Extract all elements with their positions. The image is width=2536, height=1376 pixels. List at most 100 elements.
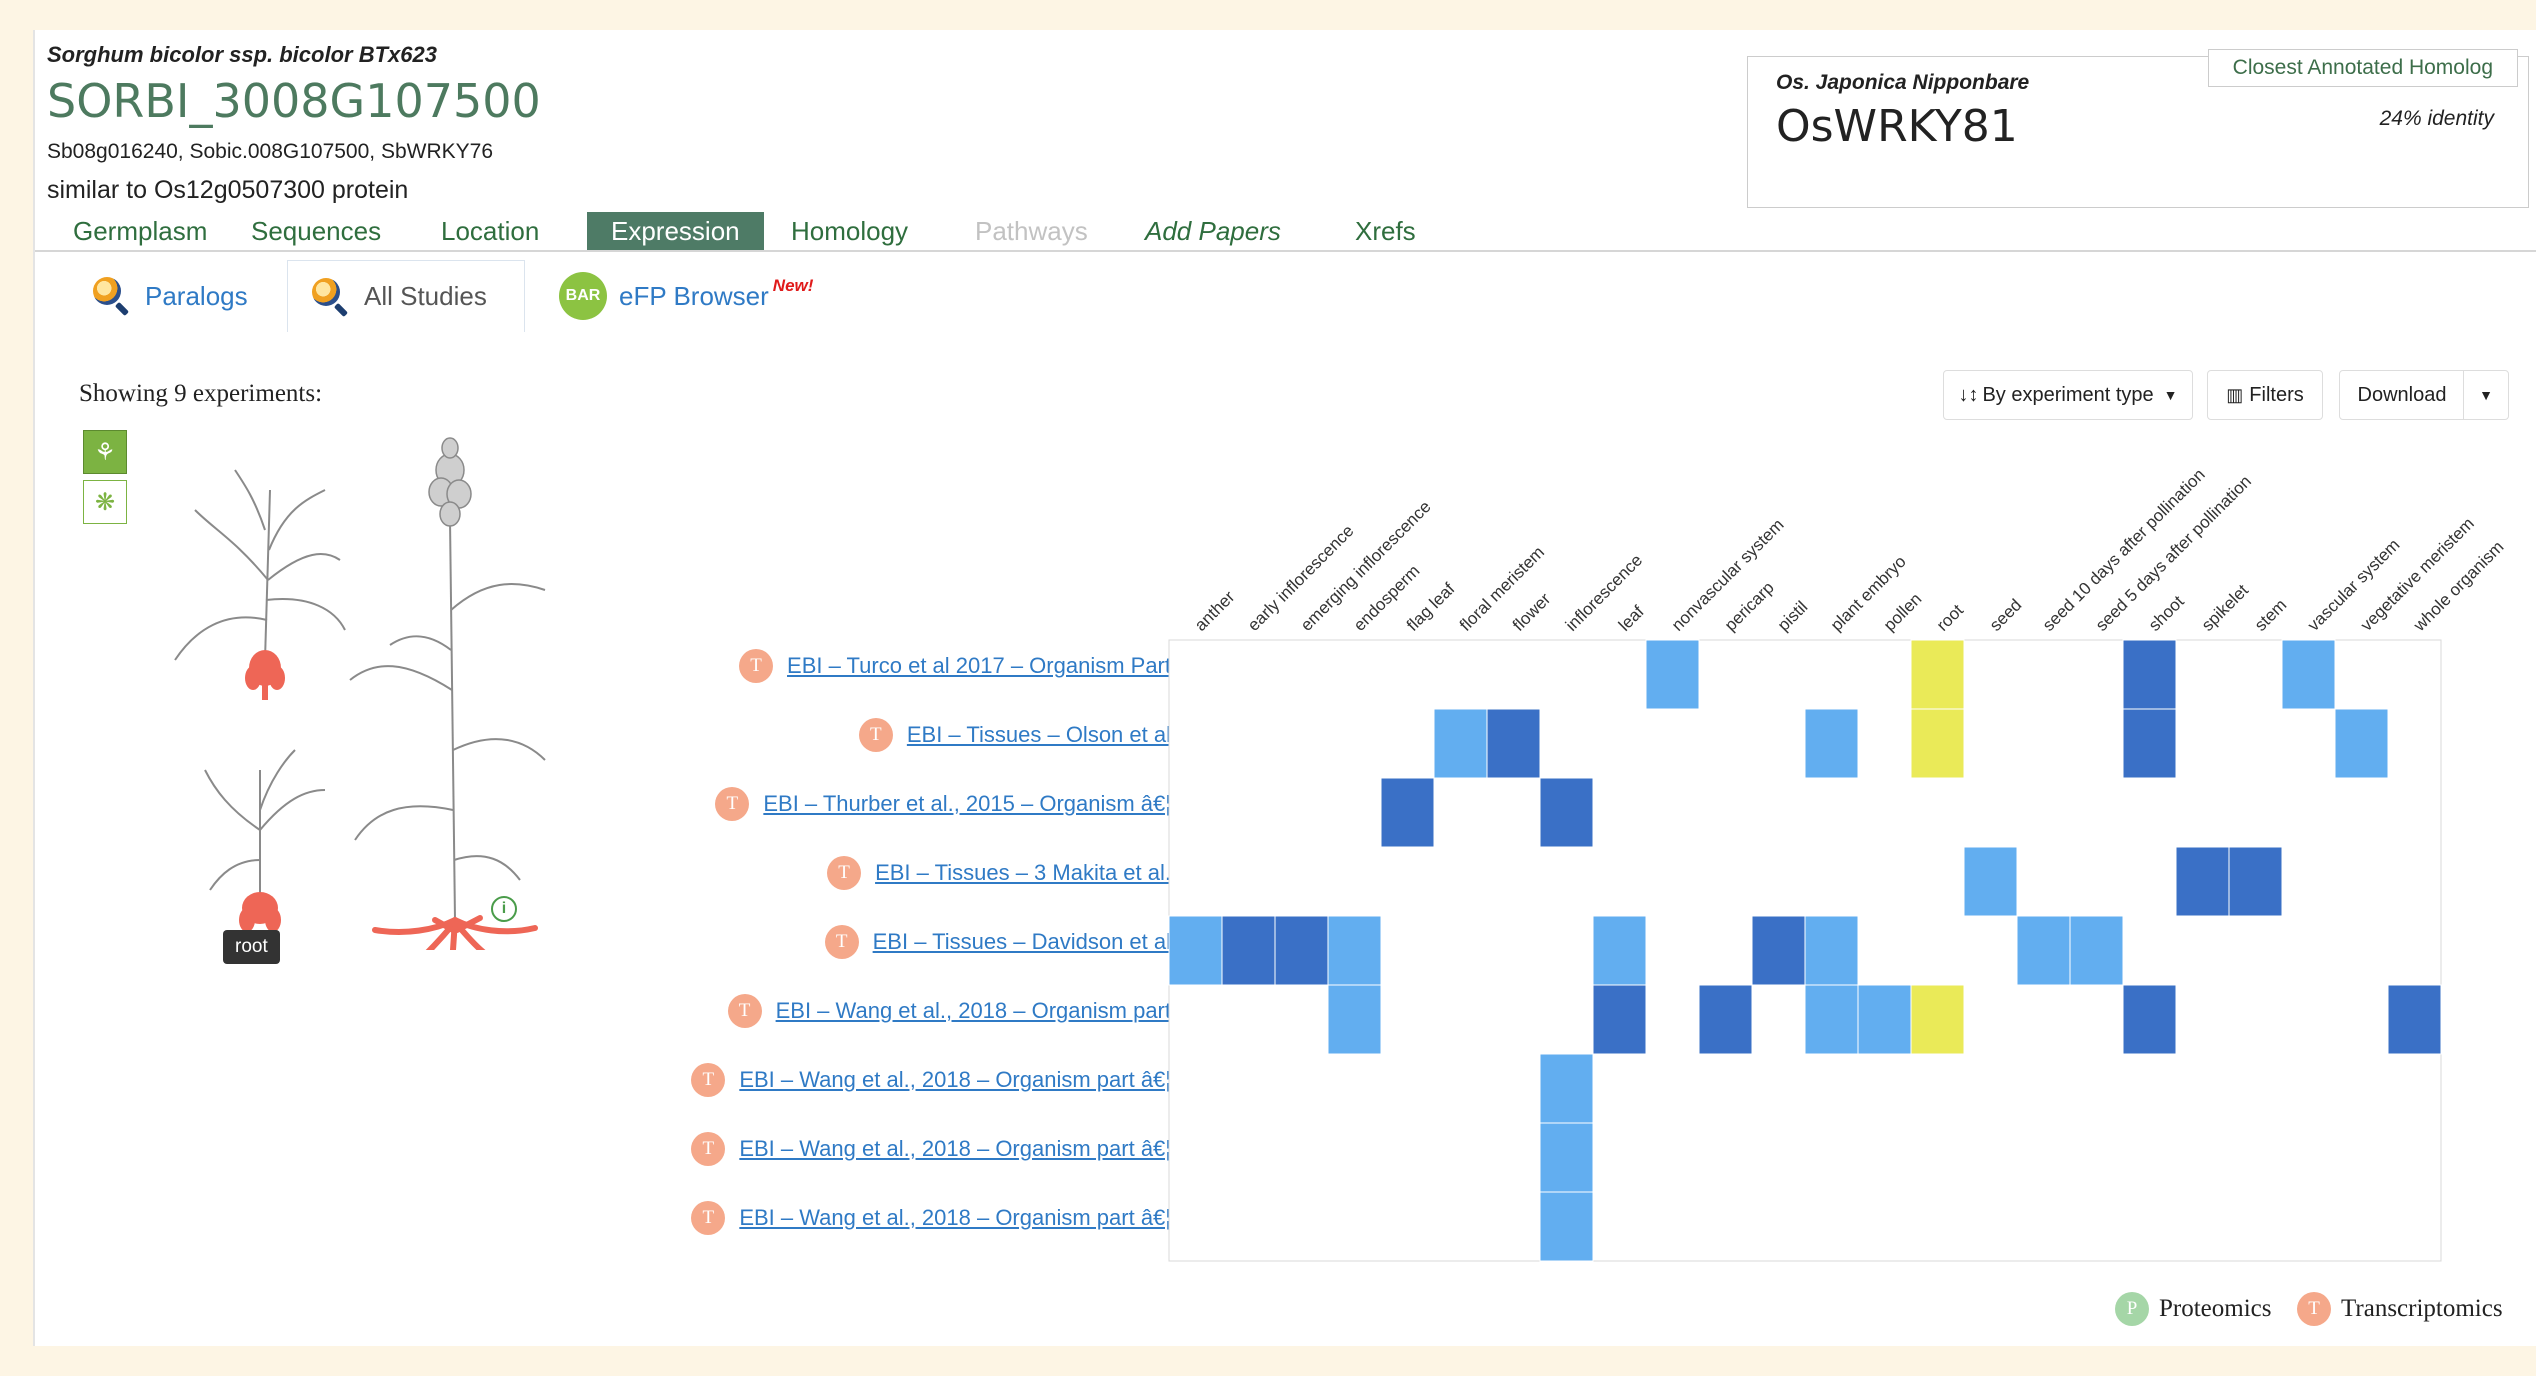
heatmap-cell[interactable] xyxy=(2175,846,2230,917)
tissue-tooltip: root xyxy=(223,930,280,964)
tissue-column-label[interactable]: flower xyxy=(1509,589,1555,635)
tissue-column-label[interactable]: flag leaf xyxy=(1403,579,1459,635)
heatmap-cell[interactable] xyxy=(1963,846,2018,917)
info-icon[interactable]: i xyxy=(491,896,517,922)
plant-mature[interactable] xyxy=(349,519,546,921)
subtab-all-studies-label: All Studies xyxy=(364,281,487,311)
heatmap-cell[interactable] xyxy=(1857,984,1912,1055)
tab-location[interactable]: Location xyxy=(441,216,540,246)
experiment-link[interactable]: EBI – Wang et al., 2018 – Organism part … xyxy=(739,1205,1171,1230)
heatmap-cell[interactable] xyxy=(1910,639,1965,710)
homolog-gene[interactable]: OsWRKY81 xyxy=(1776,101,2018,152)
plant-small-upper-roots[interactable] xyxy=(245,650,285,700)
heatmap-cell[interactable] xyxy=(1910,708,1965,779)
heatmap-cell[interactable] xyxy=(2122,639,2177,710)
heatmap-cell[interactable] xyxy=(1327,915,1382,986)
tissue-column-label[interactable]: leaf xyxy=(1615,602,1648,635)
heatmap-cell[interactable] xyxy=(1327,984,1382,1055)
download-dropdown-toggle[interactable]: ▼ xyxy=(2463,370,2509,420)
plant-seedling-lower[interactable] xyxy=(204,749,326,900)
tab-xrefs[interactable]: Xrefs xyxy=(1355,216,1416,246)
filters-button[interactable]: ▥ Filters xyxy=(2207,370,2323,420)
tissue-column-label[interactable]: seed xyxy=(1986,595,2026,635)
subtab-all-studies[interactable]: All Studies xyxy=(287,260,525,332)
tissue-column-label[interactable]: spikelet xyxy=(2198,580,2252,634)
heatmap-cell[interactable] xyxy=(1592,984,1647,1055)
experiment-row: T EBI – Wang et al., 2018 – Organism part xyxy=(727,991,1171,1031)
bar-logo-icon: BAR xyxy=(559,272,607,320)
tissue-column-label[interactable]: shoot xyxy=(2145,592,2188,635)
plant-mature-roots[interactable] xyxy=(372,915,538,950)
transcriptomics-badge: T xyxy=(691,1132,726,1166)
experiment-row: T EBI – Wang et al., 2018 – Organism part… xyxy=(691,1129,1171,1169)
subtab-efp-label: eFP Browser xyxy=(619,280,769,311)
homolog-identity: 24% identity xyxy=(2379,107,2494,130)
cell-view-button[interactable]: ❋ xyxy=(83,480,127,524)
plant-anatomy-illustration[interactable] xyxy=(135,430,555,950)
sort-by-label: By experiment type xyxy=(1982,383,2154,406)
heatmap-cell[interactable] xyxy=(1804,915,1859,986)
experiment-link[interactable]: EBI – Turco et al 2017 – Organism Part xyxy=(787,653,1171,678)
heatmap-cell[interactable] xyxy=(1592,915,1647,986)
plant-view-icon: ⚘ xyxy=(94,438,116,466)
plant-small-upper[interactable] xyxy=(174,469,346,661)
sort-by-type-button[interactable]: ↓↕ By experiment type ▼ xyxy=(1943,370,2193,420)
plant-seedling-roots[interactable] xyxy=(239,892,281,932)
experiment-row: T EBI – Wang et al., 2018 – Organism part… xyxy=(691,1198,1171,1238)
heatmap-cell[interactable] xyxy=(1804,984,1859,1055)
heatmap-cell[interactable] xyxy=(2334,708,2389,779)
tissue-column-label[interactable]: whole organism xyxy=(2409,537,2507,635)
tissue-column-label[interactable]: pistil xyxy=(1774,597,1811,634)
tissue-column-label[interactable]: vascular system xyxy=(2304,535,2404,635)
tab-sequences[interactable]: Sequences xyxy=(251,216,382,246)
heatmap-cell[interactable] xyxy=(2387,984,2442,1055)
experiment-link[interactable]: EBI – Wang et al., 2018 – Organism part … xyxy=(739,1136,1171,1161)
tab-pathways[interactable]: Pathways xyxy=(975,216,1088,246)
experiment-link[interactable]: EBI – Tissues – Olson et al xyxy=(906,722,1171,747)
heatmap-cell[interactable] xyxy=(1380,777,1435,848)
heatmap-cell[interactable] xyxy=(1168,915,1223,986)
subtab-paralogs[interactable]: Paralogs xyxy=(91,260,301,332)
heatmap-cell[interactable] xyxy=(2228,846,2283,917)
new-badge: New! xyxy=(772,276,814,295)
heatmap-cell[interactable] xyxy=(1433,708,1488,779)
tab-homology[interactable]: Homology xyxy=(791,216,909,246)
heatmap-cell[interactable] xyxy=(1486,708,1541,779)
heatmap-cell[interactable] xyxy=(2122,984,2177,1055)
experiment-link[interactable]: EBI – Tissues – Davidson et al xyxy=(872,929,1171,954)
heatmap-cell[interactable] xyxy=(1539,1191,1594,1262)
experiment-link[interactable]: EBI – Tissues – 3 Makita et al. xyxy=(875,860,1171,885)
heatmap-cell[interactable] xyxy=(2069,915,2124,986)
heatmap-cell[interactable] xyxy=(1274,915,1329,986)
heatmap-cell[interactable] xyxy=(1539,1053,1594,1124)
heatmap-cell[interactable] xyxy=(1698,984,1753,1055)
tissue-column-label[interactable]: stem xyxy=(2251,595,2290,634)
heatmap-cell[interactable] xyxy=(2016,915,2071,986)
tissue-column-label[interactable]: root xyxy=(1933,600,1967,634)
subtab-efp-browser[interactable]: BAR eFP Browser New! xyxy=(559,260,859,332)
tab-expression[interactable]: Expression xyxy=(587,212,764,250)
experiment-row: T EBI – Wang et al., 2018 – Organism part… xyxy=(691,1060,1171,1100)
heatmap-cell[interactable] xyxy=(1221,915,1276,986)
closest-homolog-tab[interactable]: Closest Annotated Homolog xyxy=(2207,49,2518,87)
plant-panicle[interactable] xyxy=(428,437,472,527)
heatmap-cell[interactable] xyxy=(1645,639,1700,710)
heatmap-cell[interactable] xyxy=(1751,915,1806,986)
plant-view-button[interactable]: ⚘ xyxy=(83,430,127,474)
experiment-link[interactable]: EBI – Wang et al., 2018 – Organism part … xyxy=(739,1067,1171,1092)
transcriptomics-label: Transcriptomics xyxy=(2341,1295,2503,1322)
heatmap-cell[interactable] xyxy=(1539,777,1594,848)
tissue-column-label[interactable]: pollen xyxy=(1880,589,1926,635)
heatmap-cell[interactable] xyxy=(1910,984,1965,1055)
experiment-link[interactable]: EBI – Wang et al., 2018 – Organism part xyxy=(775,998,1171,1023)
filters-label: Filters xyxy=(2249,383,2304,406)
gene-description: similar to Os12g0507300 protein xyxy=(47,176,409,204)
heatmap-cell[interactable] xyxy=(1539,1122,1594,1193)
heatmap-cell[interactable] xyxy=(2122,708,2177,779)
experiment-link[interactable]: EBI – Thurber et al., 2015 – Organism â€… xyxy=(763,791,1171,816)
tab-add-papers[interactable]: Add Papers xyxy=(1145,216,1281,246)
heatmap-cell[interactable] xyxy=(1804,708,1859,779)
heatmap-cell[interactable] xyxy=(2281,639,2336,710)
tissue-column-label[interactable]: anther xyxy=(1191,587,1239,635)
tab-germplasm[interactable]: Germplasm xyxy=(73,216,208,246)
